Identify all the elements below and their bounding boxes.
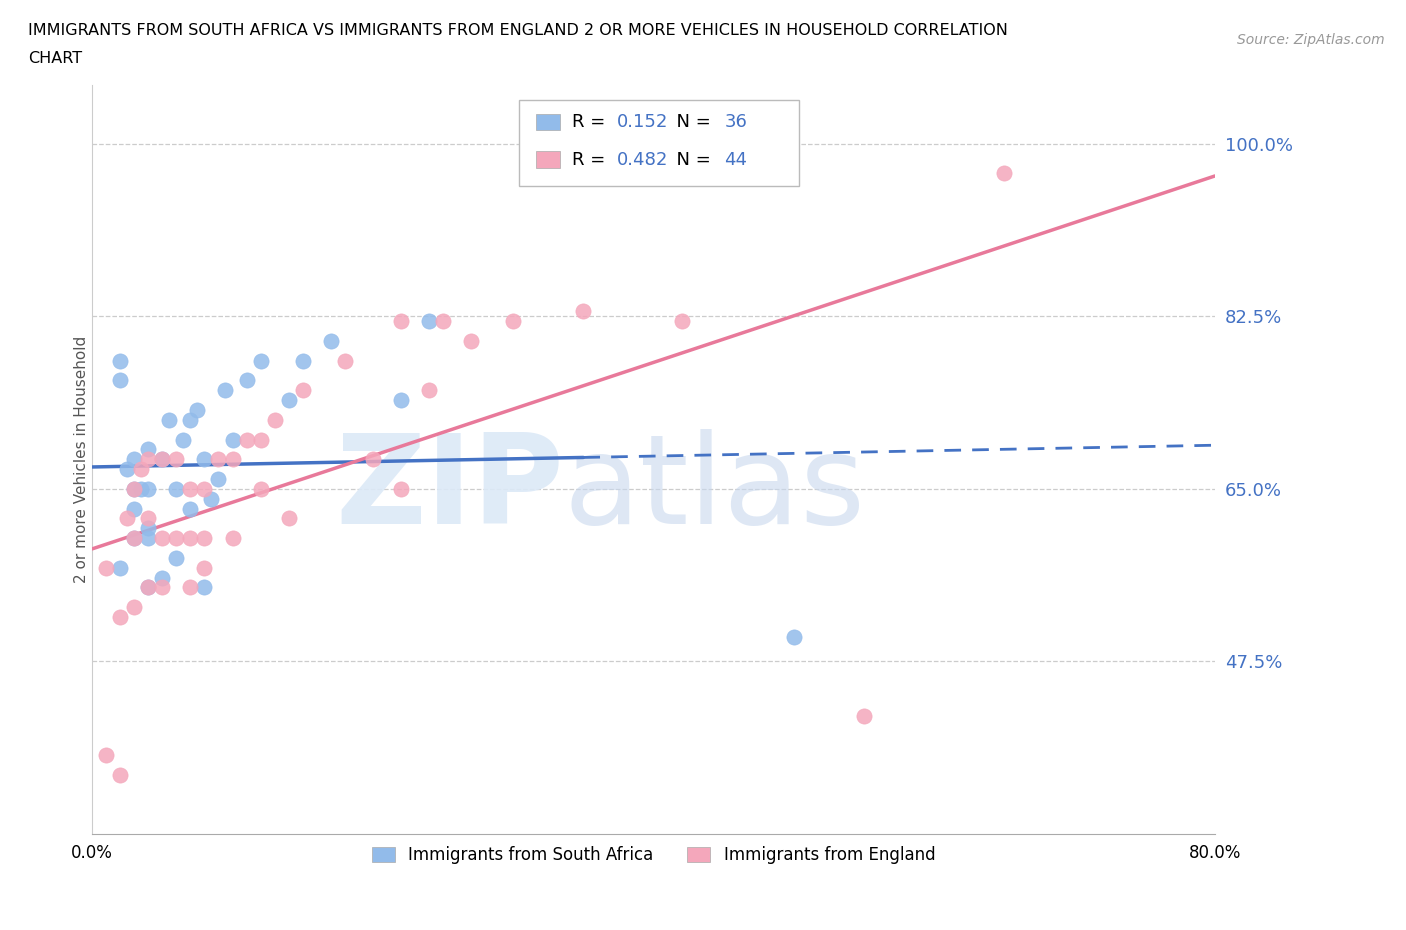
Point <box>671 313 693 328</box>
Point <box>165 482 187 497</box>
Point <box>179 501 201 516</box>
Point <box>136 531 159 546</box>
Point <box>124 531 146 546</box>
Point <box>572 304 595 319</box>
Point <box>235 432 257 447</box>
Point <box>277 392 299 407</box>
Text: 0.482: 0.482 <box>616 151 668 168</box>
Point <box>291 353 314 368</box>
Point <box>389 482 412 497</box>
Point <box>150 452 173 467</box>
Point <box>96 560 118 575</box>
Text: 0.152: 0.152 <box>616 113 668 131</box>
Point <box>136 521 159 536</box>
Point <box>221 531 243 546</box>
Point <box>136 482 159 497</box>
Text: R =: R = <box>572 113 610 131</box>
Point <box>136 442 159 457</box>
Point <box>418 383 440 398</box>
Point <box>214 383 236 398</box>
Point <box>249 432 271 447</box>
Point <box>179 482 201 497</box>
Text: ZIP: ZIP <box>335 429 564 550</box>
Point <box>150 580 173 595</box>
Point <box>136 580 159 595</box>
Point <box>179 580 201 595</box>
Point <box>110 353 132 368</box>
Point <box>235 373 257 388</box>
Point <box>129 482 152 497</box>
Point <box>193 580 215 595</box>
Point <box>124 600 146 615</box>
Y-axis label: 2 or more Vehicles in Household: 2 or more Vehicles in Household <box>73 336 89 583</box>
Point <box>319 334 342 349</box>
Point <box>853 708 876 723</box>
Point <box>993 166 1015 181</box>
Point <box>193 482 215 497</box>
Point <box>179 531 201 546</box>
Point <box>179 412 201 427</box>
Point <box>249 353 271 368</box>
Point <box>186 403 208 418</box>
Text: R =: R = <box>572 151 610 168</box>
Text: N =: N = <box>665 113 716 131</box>
Point <box>361 452 384 467</box>
Point <box>249 482 271 497</box>
Point <box>221 452 243 467</box>
Point <box>193 560 215 575</box>
Point <box>389 313 412 328</box>
Point <box>207 452 229 467</box>
Point <box>333 353 356 368</box>
FancyBboxPatch shape <box>519 100 800 186</box>
Point <box>129 461 152 476</box>
Point <box>165 531 187 546</box>
Text: atlas: atlas <box>564 429 866 550</box>
Point <box>193 452 215 467</box>
Point <box>165 452 187 467</box>
Point <box>110 609 132 624</box>
Point <box>124 482 146 497</box>
Point <box>117 511 139 525</box>
Point <box>150 531 173 546</box>
Text: Source: ZipAtlas.com: Source: ZipAtlas.com <box>1237 33 1385 46</box>
Point <box>200 491 222 506</box>
Point <box>207 472 229 486</box>
Point <box>124 501 146 516</box>
Point <box>157 412 180 427</box>
Point <box>502 313 524 328</box>
Point <box>460 334 482 349</box>
Point <box>110 560 132 575</box>
Point <box>389 392 412 407</box>
Point <box>124 452 146 467</box>
FancyBboxPatch shape <box>536 114 561 130</box>
FancyBboxPatch shape <box>536 152 561 168</box>
Point <box>150 452 173 467</box>
Point <box>263 412 285 427</box>
Point <box>193 531 215 546</box>
Point <box>291 383 314 398</box>
Point <box>96 748 118 763</box>
Text: 44: 44 <box>724 151 747 168</box>
Point <box>117 461 139 476</box>
Point <box>136 452 159 467</box>
Point <box>136 580 159 595</box>
Point <box>124 531 146 546</box>
Text: CHART: CHART <box>28 51 82 66</box>
Point <box>136 511 159 525</box>
Point <box>432 313 454 328</box>
Point <box>277 511 299 525</box>
Point <box>110 767 132 782</box>
Point <box>110 373 132 388</box>
Point <box>418 313 440 328</box>
Point <box>165 551 187 565</box>
Point <box>172 432 194 447</box>
Point <box>124 482 146 497</box>
Text: IMMIGRANTS FROM SOUTH AFRICA VS IMMIGRANTS FROM ENGLAND 2 OR MORE VEHICLES IN HO: IMMIGRANTS FROM SOUTH AFRICA VS IMMIGRAN… <box>28 23 1008 38</box>
Text: N =: N = <box>665 151 716 168</box>
Point <box>150 570 173 585</box>
Point <box>783 630 806 644</box>
Point <box>221 432 243 447</box>
Text: 36: 36 <box>724 113 747 131</box>
Legend: Immigrants from South Africa, Immigrants from England: Immigrants from South Africa, Immigrants… <box>366 839 942 870</box>
